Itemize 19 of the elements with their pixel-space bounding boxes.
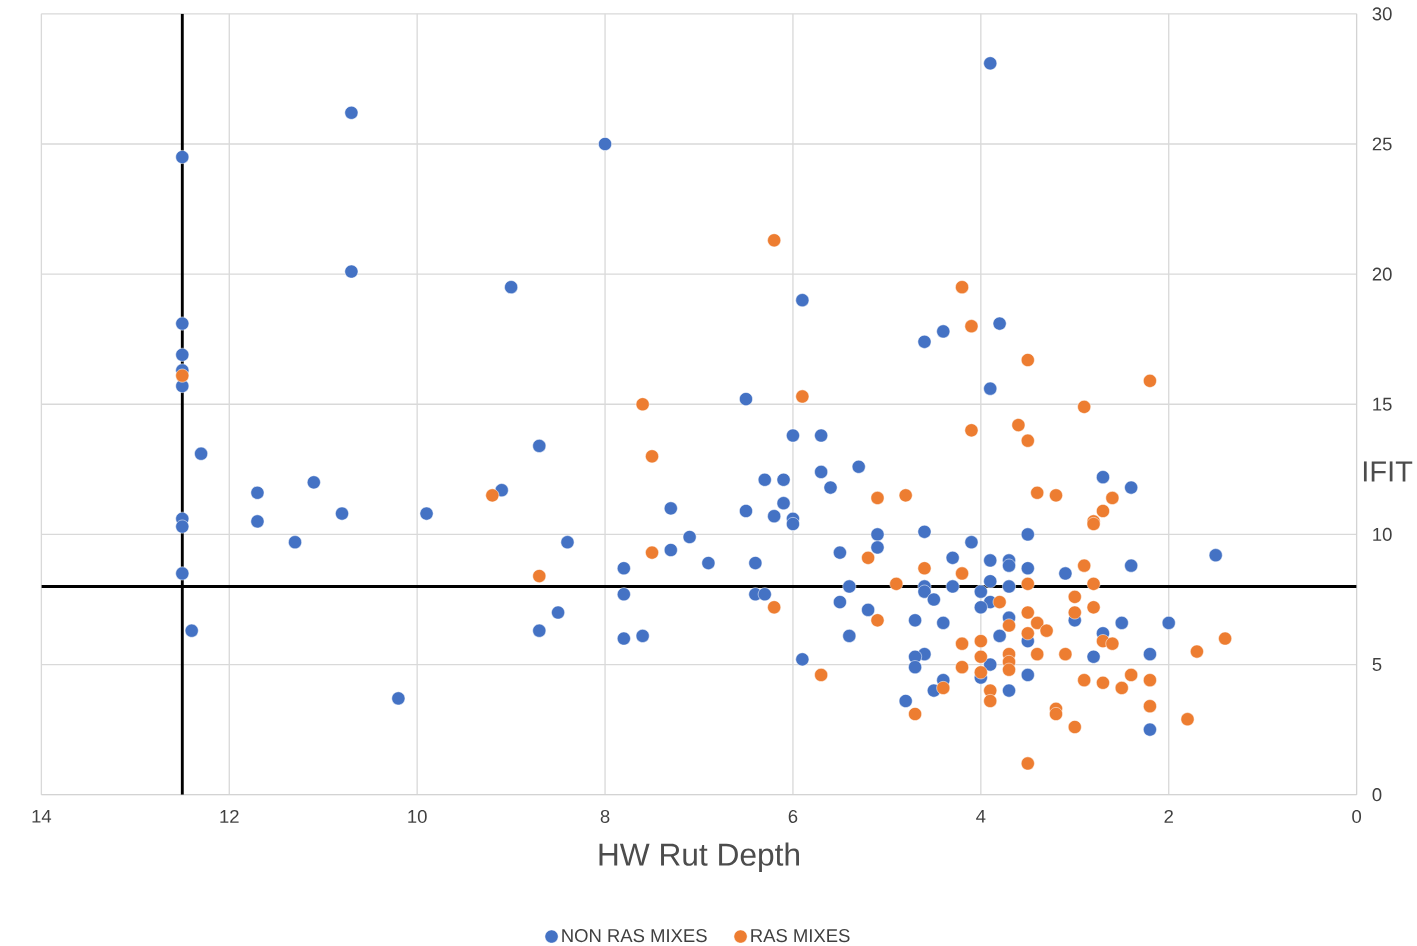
y-tick-label: 10 [1373,527,1392,541]
y-tick-label: 25 [1372,137,1392,151]
x-tick-label: 6 [788,809,798,823]
x-tick-label: 8 [600,809,610,823]
y-tick-label: 15 [1373,397,1392,411]
y-tick-label: 5 [1372,658,1382,671]
y-tick-label: 0 [1372,788,1382,802]
x-tick-label: 2 [1164,809,1173,823]
x-tick-label: 10 [408,809,427,823]
x-tick-label: 12 [220,809,239,823]
y-tick-label: 30 [1372,7,1392,21]
x-tick-label: 14 [32,809,52,823]
y-tick-label: 20 [1372,267,1392,281]
legend-label: NON RAS MIXES [562,928,707,943]
x-tick-label: 0 [1352,809,1362,823]
legend-label: RAS MIXES [751,928,850,943]
x-axis-title: HW Rut Depth [599,842,799,873]
y-axis-title: IFIT [1363,461,1413,482]
x-tick-label: 4 [976,809,986,823]
